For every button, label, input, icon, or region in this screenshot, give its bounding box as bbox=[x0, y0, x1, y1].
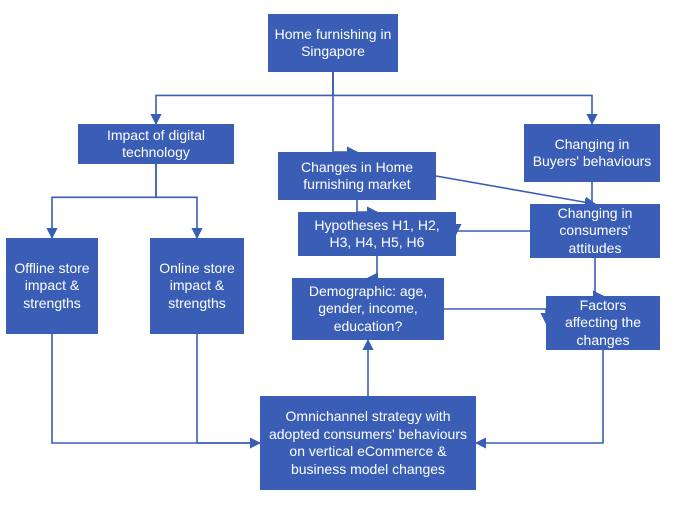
flow-node-label: Changes in Home furnishing market bbox=[284, 159, 430, 194]
flow-node-changesMkt: Changes in Home furnishing market bbox=[278, 152, 436, 200]
flow-edge-changingAtt-hyp bbox=[456, 231, 530, 234]
flow-edge-root-impact bbox=[156, 72, 333, 124]
flow-node-factors: Factors affecting the changes bbox=[546, 296, 660, 350]
flow-node-hyp: Hypotheses H1, H2, H3, H4, H5, H6 bbox=[298, 212, 456, 256]
flow-node-root: Home furnishing in Singapore bbox=[268, 14, 398, 72]
flow-node-label: Hypotheses H1, H2, H3, H4, H5, H6 bbox=[304, 217, 450, 252]
flow-node-label: Offline store impact & strengths bbox=[12, 260, 92, 313]
flow-node-changingAtt: Changing in consumers' attitudes bbox=[530, 204, 660, 258]
flow-node-omni: Omnichannel strategy with adopted consum… bbox=[260, 396, 476, 490]
flow-edge-impact-offline bbox=[52, 164, 156, 238]
flow-node-label: Changing in consumers' attitudes bbox=[536, 205, 654, 258]
flow-edge-changingBeh-changingAtt bbox=[592, 182, 595, 204]
flow-node-label: Demographic: age, gender, income, educat… bbox=[298, 283, 438, 336]
flow-node-offline: Offline store impact & strengths bbox=[6, 238, 98, 334]
flow-node-label: Home furnishing in Singapore bbox=[274, 26, 392, 61]
flow-node-label: Changing in Buyers' behaviours bbox=[530, 136, 654, 171]
flow-edge-online-omni bbox=[197, 334, 260, 443]
flow-edge-impact-online bbox=[156, 164, 197, 238]
flow-node-changingBeh: Changing in Buyers' behaviours bbox=[524, 124, 660, 182]
flow-edge-changingAtt-factors bbox=[595, 258, 603, 296]
flow-node-demo: Demographic: age, gender, income, educat… bbox=[292, 278, 444, 340]
flow-node-label: Factors affecting the changes bbox=[552, 297, 654, 350]
flow-node-impact: Impact of digital technology bbox=[78, 124, 234, 164]
flow-node-label: Omnichannel strategy with adopted consum… bbox=[266, 408, 470, 478]
flow-edge-root-changingBeh bbox=[333, 72, 592, 124]
flow-edge-demo-factors bbox=[444, 309, 546, 323]
flow-edge-root-changesMkt bbox=[333, 72, 357, 152]
flow-edge-offline-omni bbox=[52, 334, 260, 443]
flow-node-label: Impact of digital technology bbox=[84, 127, 228, 162]
flow-edge-factors-omni bbox=[476, 350, 603, 443]
flow-edge-changesMkt-hyp bbox=[357, 200, 377, 212]
flow-node-label: Online store impact & strengths bbox=[156, 260, 238, 313]
flow-node-online: Online store impact & strengths bbox=[150, 238, 244, 334]
flow-edge-hyp-demo bbox=[368, 256, 377, 278]
